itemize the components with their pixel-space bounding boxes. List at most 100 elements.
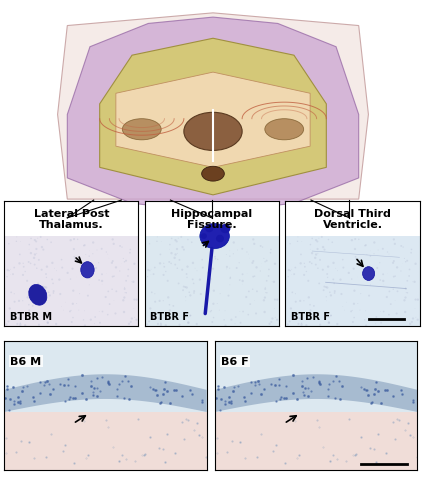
Point — [118, 260, 125, 268]
Point — [239, 281, 246, 288]
Point — [227, 275, 233, 283]
Point — [387, 255, 394, 263]
Text: Dorsal Third
Ventricle.: Dorsal Third Ventricle. — [314, 208, 391, 230]
Point — [74, 256, 81, 264]
Point — [11, 298, 18, 306]
Point — [239, 245, 246, 253]
Point — [176, 321, 183, 329]
Point — [364, 265, 371, 273]
Point — [298, 321, 305, 329]
Point — [408, 246, 415, 254]
Point — [350, 265, 357, 273]
Text: B6 F: B6 F — [221, 356, 249, 366]
Point — [51, 265, 58, 273]
Point — [387, 300, 394, 308]
Point — [209, 319, 216, 326]
Point — [234, 247, 241, 254]
Point — [321, 314, 328, 322]
Point — [371, 239, 378, 247]
Point — [50, 288, 57, 295]
Point — [35, 256, 42, 264]
Point — [361, 316, 368, 324]
Point — [398, 242, 405, 250]
Point — [38, 244, 45, 252]
Point — [325, 319, 332, 326]
Point — [239, 277, 246, 285]
Point — [9, 313, 15, 321]
Point — [133, 316, 140, 324]
Point — [106, 300, 113, 308]
Point — [128, 315, 135, 323]
Point — [87, 316, 94, 324]
Point — [290, 313, 296, 321]
Point — [109, 286, 115, 293]
Point — [180, 287, 187, 294]
Point — [72, 255, 79, 263]
Point — [127, 318, 134, 326]
Point — [407, 320, 414, 328]
Bar — [145, 237, 279, 326]
Point — [53, 321, 60, 328]
Point — [401, 297, 408, 304]
Point — [348, 237, 355, 244]
Point — [223, 251, 230, 259]
Point — [160, 272, 167, 279]
Point — [295, 320, 302, 328]
Point — [225, 292, 232, 300]
Point — [399, 260, 406, 268]
Point — [215, 236, 222, 244]
Point — [318, 234, 325, 241]
Point — [69, 265, 76, 273]
Point — [20, 272, 26, 279]
Point — [20, 264, 27, 271]
Point — [123, 257, 130, 265]
Point — [227, 281, 233, 289]
Point — [386, 311, 392, 319]
Point — [325, 314, 332, 322]
Point — [313, 237, 320, 244]
Point — [199, 264, 206, 272]
Point — [42, 293, 49, 301]
Point — [412, 260, 419, 268]
Point — [86, 281, 93, 289]
Point — [414, 316, 421, 324]
Point — [8, 289, 14, 297]
Point — [308, 260, 315, 268]
Point — [117, 263, 124, 271]
Point — [182, 293, 189, 301]
Point — [168, 235, 175, 243]
Point — [193, 321, 200, 328]
Point — [103, 249, 110, 256]
Point — [340, 303, 346, 311]
Polygon shape — [58, 14, 368, 200]
Point — [287, 240, 294, 248]
Point — [391, 297, 398, 305]
Point — [341, 307, 348, 314]
Polygon shape — [116, 73, 310, 168]
Point — [150, 314, 157, 322]
Polygon shape — [4, 374, 207, 412]
Point — [340, 264, 347, 272]
Point — [173, 238, 180, 246]
Point — [35, 235, 41, 242]
Point — [44, 236, 51, 244]
Point — [283, 285, 290, 292]
Point — [86, 275, 93, 283]
Point — [210, 287, 217, 295]
Point — [190, 289, 197, 297]
Point — [67, 237, 74, 244]
Point — [43, 284, 49, 292]
Bar — [4, 237, 138, 326]
Ellipse shape — [184, 113, 242, 151]
Point — [147, 267, 153, 275]
Point — [14, 320, 21, 328]
Point — [127, 246, 134, 254]
Point — [285, 266, 292, 274]
Point — [156, 298, 163, 305]
Point — [394, 288, 401, 296]
Point — [334, 267, 341, 275]
Point — [357, 290, 364, 298]
Point — [354, 274, 361, 281]
Point — [414, 296, 421, 304]
Point — [222, 242, 229, 250]
